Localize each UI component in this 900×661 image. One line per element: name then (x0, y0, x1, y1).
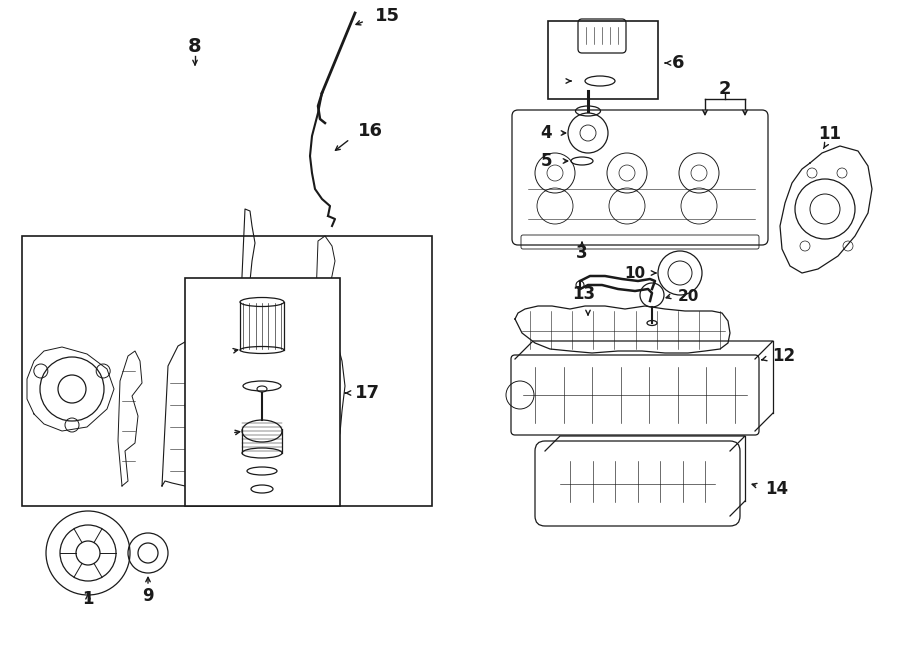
Text: 9: 9 (142, 587, 154, 605)
Text: 20: 20 (678, 288, 699, 303)
Text: 14: 14 (765, 480, 788, 498)
Text: 15: 15 (375, 7, 400, 25)
Text: 2: 2 (719, 80, 731, 98)
Text: 11: 11 (818, 125, 842, 143)
Text: 3: 3 (576, 244, 588, 262)
Text: 17: 17 (355, 384, 380, 402)
Text: 13: 13 (572, 285, 595, 303)
Bar (22, 236, 432, 506)
Text: 10: 10 (624, 266, 645, 280)
Text: 8: 8 (188, 36, 202, 56)
Text: 7: 7 (552, 73, 562, 89)
Bar (185, 278, 340, 506)
Text: 1: 1 (82, 590, 94, 608)
Text: 16: 16 (358, 122, 383, 140)
Text: 18: 18 (204, 426, 225, 440)
Bar (548, 21, 658, 99)
Text: 12: 12 (772, 347, 795, 365)
Text: 4: 4 (540, 124, 552, 142)
Text: 5: 5 (541, 152, 552, 170)
Text: 6: 6 (672, 54, 685, 72)
Text: 19: 19 (204, 338, 225, 354)
